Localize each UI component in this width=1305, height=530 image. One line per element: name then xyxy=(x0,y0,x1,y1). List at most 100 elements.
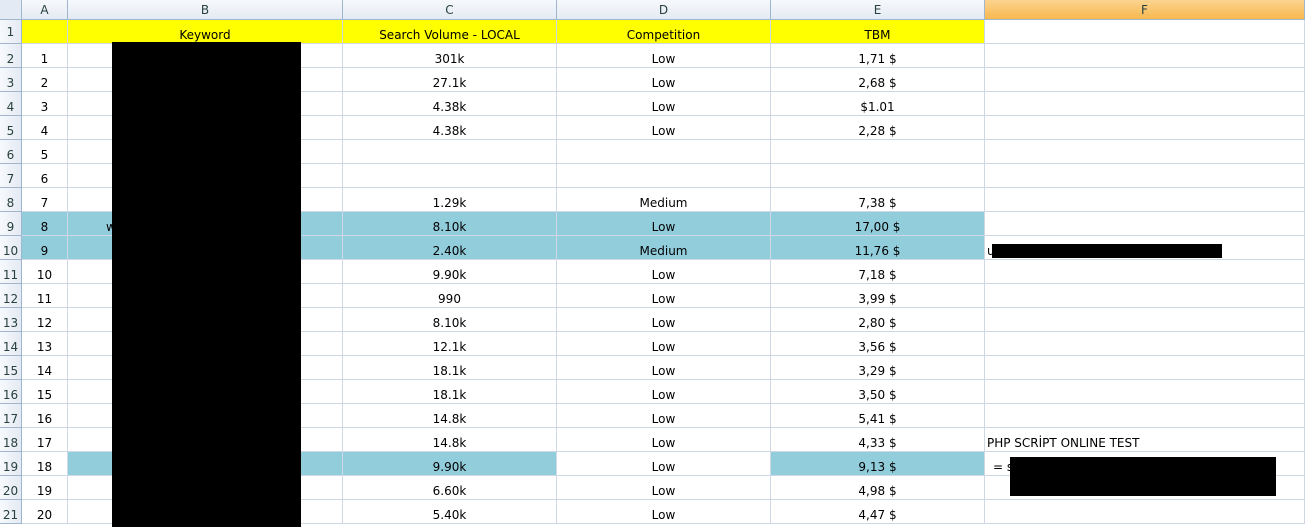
cell-c5[interactable]: 4.38k xyxy=(343,116,557,140)
column-header-e[interactable]: E xyxy=(771,0,985,20)
cell-c20[interactable]: 6.60k xyxy=(343,476,557,500)
row-header-10[interactable]: 10 xyxy=(0,236,22,260)
cell-d8[interactable]: Medium xyxy=(557,188,771,212)
cell-e12[interactable]: 3,99 $ xyxy=(771,284,985,308)
cell-e7[interactable] xyxy=(771,164,985,188)
cell-c18[interactable]: 14.8k xyxy=(343,428,557,452)
column-header-d[interactable]: D xyxy=(557,0,771,20)
row-header-2[interactable]: 2 xyxy=(0,44,22,68)
row-header-16[interactable]: 16 xyxy=(0,380,22,404)
row-header-3[interactable]: 3 xyxy=(0,68,22,92)
cell-f9[interactable] xyxy=(985,212,1305,236)
cell-a16[interactable]: 15 xyxy=(22,380,68,404)
cell-a10[interactable]: 9 xyxy=(22,236,68,260)
cell-d4[interactable]: Low xyxy=(557,92,771,116)
cell-c6[interactable] xyxy=(343,140,557,164)
cell-a6[interactable]: 5 xyxy=(22,140,68,164)
cell-e15[interactable]: 3,29 $ xyxy=(771,356,985,380)
cell-c8[interactable]: 1.29k xyxy=(343,188,557,212)
cell-d16[interactable]: Low xyxy=(557,380,771,404)
cell-f3[interactable] xyxy=(985,68,1305,92)
cell-e17[interactable]: 5,41 $ xyxy=(771,404,985,428)
cell-c7[interactable] xyxy=(343,164,557,188)
cell-c4[interactable]: 4.38k xyxy=(343,92,557,116)
cell-a8[interactable]: 7 xyxy=(22,188,68,212)
cell-e21[interactable]: 4,47 $ xyxy=(771,500,985,524)
column-header-a[interactable]: A xyxy=(22,0,68,20)
cell-c21[interactable]: 5.40k xyxy=(343,500,557,524)
cell-e11[interactable]: 7,18 $ xyxy=(771,260,985,284)
cell-f13[interactable] xyxy=(985,308,1305,332)
cell-a4[interactable]: 3 xyxy=(22,92,68,116)
row-header-9[interactable]: 9 xyxy=(0,212,22,236)
cell-e6[interactable] xyxy=(771,140,985,164)
cell-d14[interactable]: Low xyxy=(557,332,771,356)
row-header-20[interactable]: 20 xyxy=(0,476,22,500)
cell-e4[interactable]: $1.01 xyxy=(771,92,985,116)
cell-d7[interactable] xyxy=(557,164,771,188)
row-header-6[interactable]: 6 xyxy=(0,140,22,164)
cell-d13[interactable]: Low xyxy=(557,308,771,332)
cell-d3[interactable]: Low xyxy=(557,68,771,92)
cell-a2[interactable]: 1 xyxy=(22,44,68,68)
cell-a9[interactable]: 8 xyxy=(22,212,68,236)
cell-e16[interactable]: 3,50 $ xyxy=(771,380,985,404)
cell-a12[interactable]: 11 xyxy=(22,284,68,308)
cell-c17[interactable]: 14.8k xyxy=(343,404,557,428)
column-header-f[interactable]: F xyxy=(985,0,1305,20)
row-header-12[interactable]: 12 xyxy=(0,284,22,308)
cell-f15[interactable] xyxy=(985,356,1305,380)
header-cell-e[interactable]: TBM xyxy=(771,20,985,44)
cell-d15[interactable]: Low xyxy=(557,356,771,380)
row-header-8[interactable]: 8 xyxy=(0,188,22,212)
cell-f12[interactable] xyxy=(985,284,1305,308)
cell-d11[interactable]: Low xyxy=(557,260,771,284)
cell-a17[interactable]: 16 xyxy=(22,404,68,428)
cell-d20[interactable]: Low xyxy=(557,476,771,500)
cell-d5[interactable]: Low xyxy=(557,116,771,140)
cell-a5[interactable]: 4 xyxy=(22,116,68,140)
cell-c16[interactable]: 18.1k xyxy=(343,380,557,404)
cell-c15[interactable]: 18.1k xyxy=(343,356,557,380)
row-header-21[interactable]: 21 xyxy=(0,500,22,524)
cell-e19[interactable]: 9,13 $ xyxy=(771,452,985,476)
select-all-corner[interactable] xyxy=(0,0,22,20)
row-header-13[interactable]: 13 xyxy=(0,308,22,332)
cell-a7[interactable]: 6 xyxy=(22,164,68,188)
column-header-b[interactable]: B xyxy=(68,0,343,20)
cell-e5[interactable]: 2,28 $ xyxy=(771,116,985,140)
cell-e10[interactable]: 11,76 $ xyxy=(771,236,985,260)
cell-f2[interactable] xyxy=(985,44,1305,68)
cell-d12[interactable]: Low xyxy=(557,284,771,308)
cell-f5[interactable] xyxy=(985,116,1305,140)
row-header-5[interactable]: 5 xyxy=(0,116,22,140)
cell-e8[interactable]: 7,38 $ xyxy=(771,188,985,212)
cell-e13[interactable]: 2,80 $ xyxy=(771,308,985,332)
cell-c19[interactable]: 9.90k xyxy=(343,452,557,476)
cell-c11[interactable]: 9.90k xyxy=(343,260,557,284)
row-header-4[interactable]: 4 xyxy=(0,92,22,116)
cell-f11[interactable] xyxy=(985,260,1305,284)
cell-f16[interactable] xyxy=(985,380,1305,404)
cell-f21[interactable] xyxy=(985,500,1305,524)
cell-c10[interactable]: 2.40k xyxy=(343,236,557,260)
cell-c14[interactable]: 12.1k xyxy=(343,332,557,356)
cell-f17[interactable] xyxy=(985,404,1305,428)
cell-e18[interactable]: 4,33 $ xyxy=(771,428,985,452)
cell-c2[interactable]: 301k xyxy=(343,44,557,68)
cell-e3[interactable]: 2,68 $ xyxy=(771,68,985,92)
row-header-1[interactable]: 1 xyxy=(0,20,22,44)
cell-c13[interactable]: 8.10k xyxy=(343,308,557,332)
cell-f4[interactable] xyxy=(985,92,1305,116)
cell-e20[interactable]: 4,98 $ xyxy=(771,476,985,500)
cell-a11[interactable]: 10 xyxy=(22,260,68,284)
cell-a14[interactable]: 13 xyxy=(22,332,68,356)
cell-f18[interactable]: PHP SCRİPT ONLINE TEST xyxy=(985,428,1305,452)
row-header-11[interactable]: 11 xyxy=(0,260,22,284)
row-header-14[interactable]: 14 xyxy=(0,332,22,356)
cell-d18[interactable]: Low xyxy=(557,428,771,452)
cell-c9[interactable]: 8.10k xyxy=(343,212,557,236)
header-cell-c[interactable]: Search Volume - LOCAL xyxy=(343,20,557,44)
column-header-c[interactable]: C xyxy=(343,0,557,20)
